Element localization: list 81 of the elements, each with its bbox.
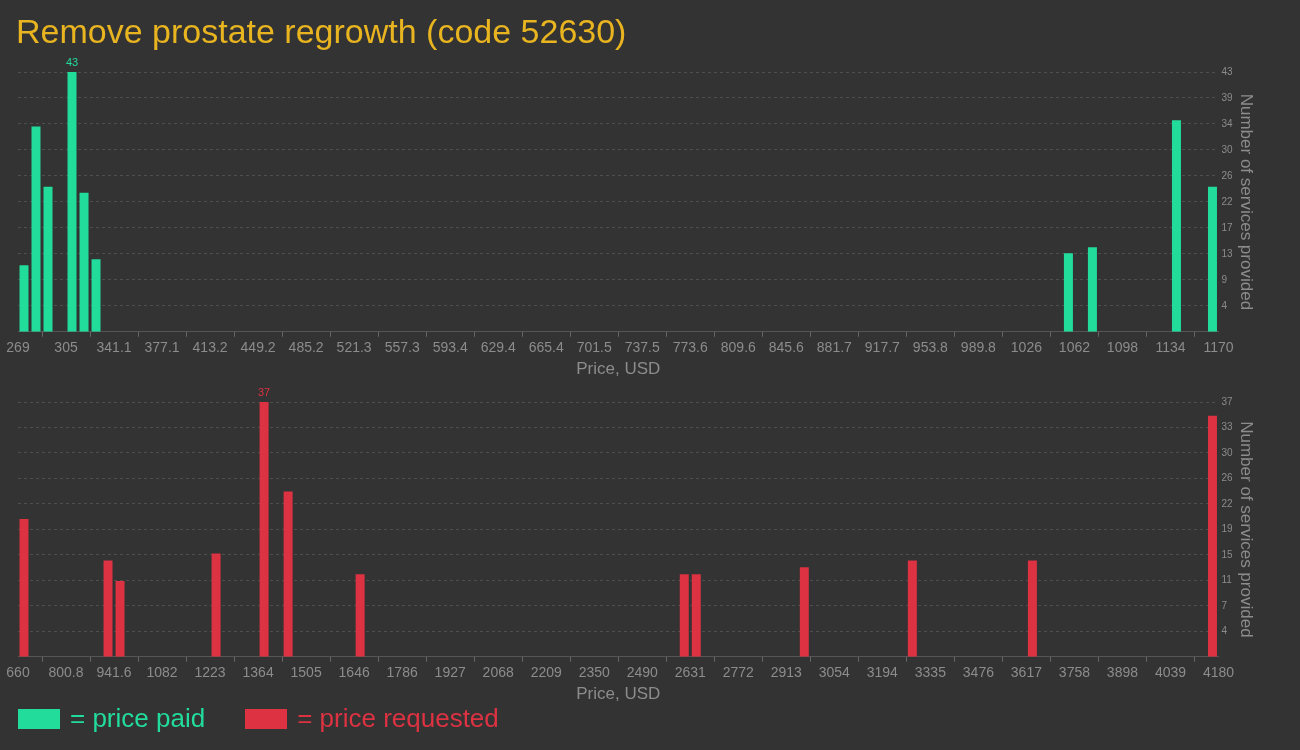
x-tick-label: 2209 xyxy=(530,664,562,681)
y-tick-label: 34 xyxy=(1221,117,1234,129)
x-axis-title: Price, USD xyxy=(576,684,661,704)
x-tick-label: 917.7 xyxy=(864,339,901,356)
x-tick-label: 1026 xyxy=(1010,339,1043,356)
y-tick-label: 37 xyxy=(1221,395,1234,407)
x-tick-label: 953.8 xyxy=(912,339,949,356)
x-tick-label: 660 xyxy=(6,664,30,681)
y-tick-label: 43 xyxy=(1221,65,1234,77)
x-tick-label: 3758 xyxy=(1058,664,1091,681)
x-tick-label: 1062 xyxy=(1058,339,1091,356)
y-tick-label: 13 xyxy=(1221,247,1234,259)
x-tick-label: 521.3 xyxy=(336,339,372,356)
y-tick-label: 11 xyxy=(1221,574,1233,586)
x-tick-label: 1646 xyxy=(338,664,370,681)
x-tick-label: 377.1 xyxy=(144,339,180,356)
x-tick-label: 305 xyxy=(54,339,78,356)
x-tick-label: 3476 xyxy=(962,664,995,681)
x-tick-label: 3054 xyxy=(818,664,851,681)
x-tick-label: 269 xyxy=(6,339,30,356)
y-tick-label: 33 xyxy=(1221,421,1234,433)
x-tick-label: 773.6 xyxy=(672,339,708,356)
x-tick-label: 665.4 xyxy=(528,339,564,356)
y-tick-label: 19 xyxy=(1221,523,1234,535)
x-tick-label: 1170 xyxy=(1203,339,1234,356)
x-tick-label: 1134 xyxy=(1155,339,1186,356)
x-tick-label: 1786 xyxy=(386,664,418,681)
x-tick-label: 1223 xyxy=(194,664,226,681)
legend-label: = price requested xyxy=(297,703,499,734)
x-axis-title: Price, USD xyxy=(576,359,661,379)
y-tick-label: 17 xyxy=(1221,221,1234,233)
y-tick-label: 30 xyxy=(1221,446,1234,458)
data-label: 37 xyxy=(257,385,271,398)
x-tick-label: 3335 xyxy=(914,664,947,681)
y-tick-label: 26 xyxy=(1221,472,1234,484)
x-tick-label: 809.6 xyxy=(720,339,757,356)
x-tick-label: 845.6 xyxy=(768,339,805,356)
x-tick-label: 557.3 xyxy=(384,339,420,356)
chart-title: Remove prostate regrowth (code 52630) xyxy=(15,11,628,50)
y-tick-label: 4 xyxy=(1221,625,1228,637)
y-tick-label: 7 xyxy=(1221,599,1228,611)
x-tick-label: 3617 xyxy=(1010,664,1043,681)
x-tick-label: 1364 xyxy=(242,664,274,681)
x-tick-label: 737.5 xyxy=(624,339,660,356)
x-tick-label: 3898 xyxy=(1106,664,1139,681)
y-tick-label: 26 xyxy=(1221,169,1234,181)
x-tick-label: 629.4 xyxy=(480,339,516,356)
y-tick-label: 15 xyxy=(1221,548,1234,560)
x-tick-label: 941.6 xyxy=(96,664,132,681)
x-tick-label: 4180 xyxy=(1202,664,1235,681)
x-tick-label: 1082 xyxy=(146,664,178,681)
x-tick-label: 485.2 xyxy=(288,339,324,356)
y-tick-label: 39 xyxy=(1221,91,1234,103)
x-tick-label: 341.1 xyxy=(96,339,132,356)
y-tick-label: 30 xyxy=(1221,143,1234,155)
y-tick-label: 22 xyxy=(1221,195,1234,207)
x-tick-label: 2068 xyxy=(482,664,514,681)
x-tick-label: 2631 xyxy=(674,664,707,681)
x-tick-label: 2350 xyxy=(578,664,611,681)
y-axis-title: Number of services provided xyxy=(1237,93,1257,311)
x-tick-label: 1505 xyxy=(290,664,322,681)
x-tick-label: 1927 xyxy=(434,664,466,681)
y-tick-label: 4 xyxy=(1221,299,1228,311)
x-tick-label: 881.7 xyxy=(816,339,853,356)
legend-label: = price paid xyxy=(70,703,206,734)
x-tick-label: 4039 xyxy=(1154,664,1187,681)
x-tick-label: 3194 xyxy=(866,664,899,681)
x-tick-label: 800.8 xyxy=(48,664,84,681)
x-tick-label: 1098 xyxy=(1106,339,1139,356)
y-axis-title: Number of services provided xyxy=(1237,421,1257,638)
x-tick-label: 989.8 xyxy=(960,339,997,356)
x-tick-label: 2490 xyxy=(626,664,659,681)
x-tick-label: 413.2 xyxy=(192,339,228,356)
x-tick-label: 2913 xyxy=(770,664,803,681)
x-tick-label: 2772 xyxy=(722,664,755,681)
x-tick-label: 701.5 xyxy=(576,339,612,356)
y-tick-label: 22 xyxy=(1221,497,1234,509)
y-tick-label: 9 xyxy=(1221,273,1228,285)
x-tick-label: 449.2 xyxy=(240,339,276,356)
data-label: 43 xyxy=(65,55,79,68)
x-tick-label: 593.4 xyxy=(432,339,468,356)
